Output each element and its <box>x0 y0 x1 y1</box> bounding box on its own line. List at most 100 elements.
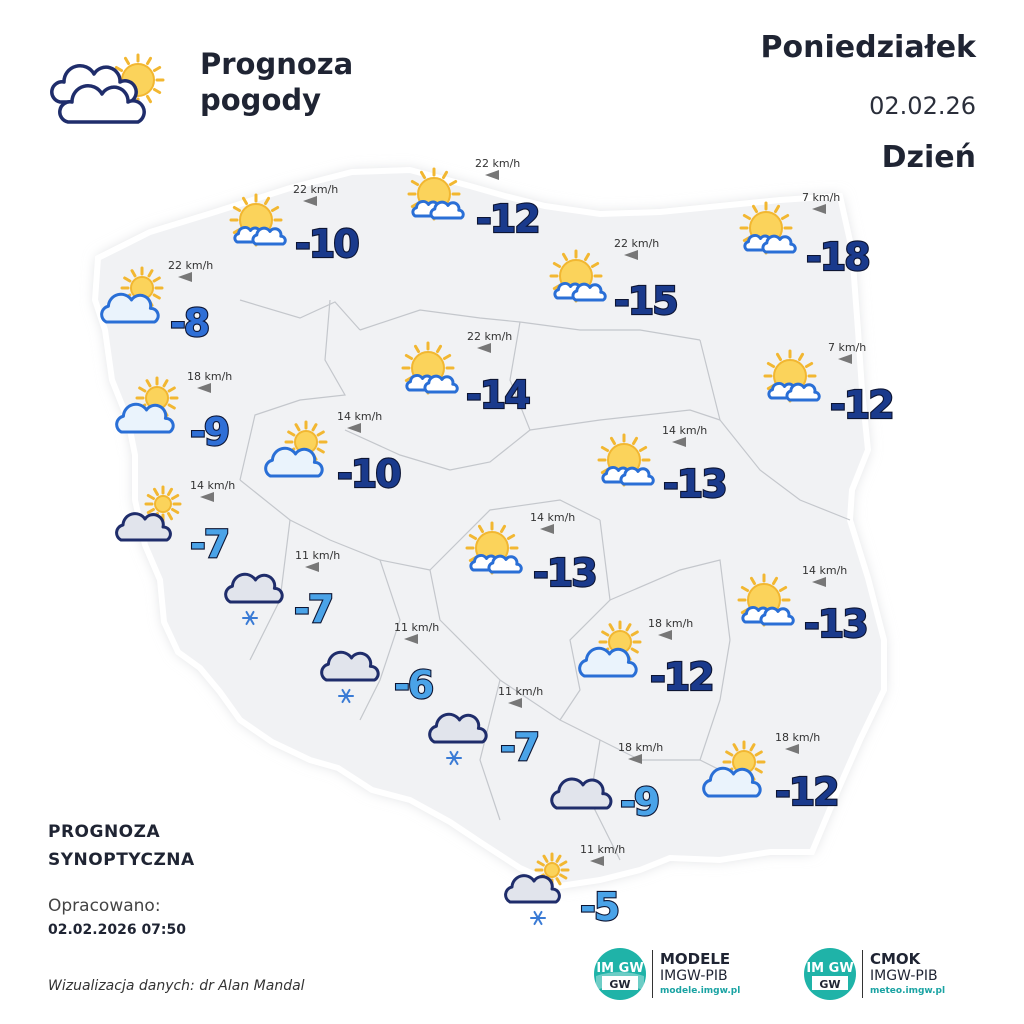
logo-name: MODELE <box>660 950 731 968</box>
station-bydgoszcz: 22 km/h -14 <box>401 330 532 418</box>
wind-arrow-icon <box>178 272 192 282</box>
temperature-label: -5 <box>580 885 618 929</box>
modele-logo[interactable]: IM GW GW MODELE IMGW-PIB modele.imgw.pl <box>592 946 792 1006</box>
snow-cloud-icon <box>428 712 488 766</box>
wind-speed-label: 22 km/h <box>475 157 520 170</box>
cloud-sun-icon <box>115 376 179 434</box>
wind-arrow-icon <box>508 698 522 708</box>
logo-url[interactable]: modele.imgw.pl <box>660 986 741 996</box>
wind-arrow-icon <box>658 630 672 640</box>
temperature-label: -10 <box>295 222 358 266</box>
sun-cloud-icon <box>465 521 523 575</box>
temperature-label: -7 <box>294 587 332 631</box>
wind-arrow-icon <box>812 204 826 214</box>
overcast-icon <box>550 777 613 810</box>
cloud-sun-icon <box>702 740 766 798</box>
wind-arrow-icon <box>672 437 686 447</box>
temperature-label: -6 <box>394 663 433 707</box>
station-zakopane: 11 km/h -5 <box>504 843 625 930</box>
prepared-datetime: 02.02.2026 07:50 <box>48 922 187 938</box>
wind-speed-label: 22 km/h <box>467 330 512 343</box>
logo-separator <box>862 950 863 998</box>
logo-url[interactable]: meteo.imgw.pl <box>870 986 946 996</box>
overcast-sun-icon <box>115 485 182 542</box>
forecast-day: Poniedziałek <box>760 30 976 65</box>
station-lublin: 14 km/h -13 <box>737 564 870 647</box>
wind-arrow-icon <box>347 423 361 433</box>
wind-arrow-icon <box>477 343 491 353</box>
forecast-type-line-2: SYNOPTYCZNA <box>48 850 195 870</box>
temperature-label: -9 <box>190 410 229 454</box>
forecast-type-line-1: PROGNOZA <box>48 822 161 842</box>
station-opole: 11 km/h -6 <box>320 621 439 708</box>
imgw-badge-icon: IM GW GW <box>804 948 856 1000</box>
station-kraków: 18 km/h -9 <box>550 741 663 825</box>
station-rzeszów: 18 km/h -12 <box>702 731 841 815</box>
wind-arrow-icon <box>200 492 214 502</box>
forecast-type: PROGNOZA SYNOPTYCZNA <box>48 818 195 874</box>
part-of-day: Dzień <box>881 140 976 175</box>
station-suwałki: 7 km/h -18 <box>739 191 872 280</box>
station-gorzów: 18 km/h -9 <box>115 370 232 455</box>
wind-arrow-icon <box>838 354 852 364</box>
wind-speed-label: 22 km/h <box>293 183 338 196</box>
sun-cloud-icon <box>401 341 459 395</box>
logo-sub: IMGW-PIB <box>870 968 938 984</box>
wind-speed-label: 11 km/h <box>295 549 340 562</box>
wind-speed-label: 18 km/h <box>648 617 693 630</box>
temperature-label: -14 <box>466 373 529 417</box>
wind-speed-label: 14 km/h <box>662 424 707 437</box>
temperature-label: -13 <box>804 602 867 646</box>
station-gdańsk-coast: 22 km/h -12 <box>407 157 542 242</box>
sun-cloud-icon <box>597 433 655 487</box>
wind-arrow-icon <box>303 196 317 206</box>
station-łódź: 14 km/h -13 <box>465 511 599 596</box>
temperature-label: -8 <box>170 301 209 345</box>
sun-cloud-icon <box>229 193 287 247</box>
sun-cloud-icon <box>739 201 797 255</box>
wind-speed-label: 14 km/h <box>802 564 847 577</box>
wind-speed-label: 14 km/h <box>530 511 575 524</box>
temperature-label: -12 <box>650 655 713 699</box>
wind-arrow-icon <box>485 170 499 180</box>
wind-speed-label: 18 km/h <box>775 731 820 744</box>
svg-text:GW: GW <box>819 978 840 991</box>
temperature-label: -12 <box>476 197 539 241</box>
wind-speed-label: 7 km/h <box>802 191 840 204</box>
imgw-badge-icon: IM GW GW <box>594 948 646 1000</box>
wind-speed-label: 22 km/h <box>614 237 659 250</box>
station-koszalin: 22 km/h -10 <box>229 183 361 267</box>
page-title: Prognoza pogody <box>200 46 353 118</box>
logo-separator <box>652 950 653 998</box>
temperature-label: -13 <box>533 551 596 595</box>
station-szczecin: 22 km/h -8 <box>100 259 213 346</box>
wind-arrow-icon <box>197 383 211 393</box>
wind-speed-label: 18 km/h <box>618 741 663 754</box>
country-shape <box>91 166 887 890</box>
sun-cloud-icon <box>737 573 795 627</box>
wind-speed-label: 14 km/h <box>190 479 235 492</box>
forecast-date: 02.02.26 <box>869 92 976 120</box>
station-wrocław: 11 km/h -7 <box>224 549 340 632</box>
wind-speed-label: 11 km/h <box>498 685 543 698</box>
wind-arrow-icon <box>624 250 638 260</box>
station-poznań: 14 km/h -10 <box>264 410 403 497</box>
temperature-label: -10 <box>337 452 400 496</box>
wind-arrow-icon <box>305 562 319 572</box>
temperature-label: -15 <box>614 279 677 323</box>
wind-arrow-icon <box>404 634 418 644</box>
station-katowice: 11 km/h -7 <box>428 685 543 770</box>
badge-text-top: IM GW <box>806 961 853 976</box>
title-line-2: pogody <box>200 83 322 117</box>
svg-text:GW: GW <box>609 978 630 991</box>
logo-sub: IMGW-PIB <box>660 968 728 984</box>
cloud-sun-icon <box>578 620 642 678</box>
wind-speed-label: 22 km/h <box>168 259 213 272</box>
credit-text: Wizualizacja danych: dr Alan Mandal <box>48 978 305 994</box>
station-olsztyn: 22 km/h -15 <box>549 237 680 324</box>
temperature-label: -13 <box>663 462 726 506</box>
wind-speed-label: 7 km/h <box>828 341 866 354</box>
cmok-logo[interactable]: IM GW GW CMOK IMGW-PIB meteo.imgw.pl <box>802 946 1002 1006</box>
wind-speed-label: 18 km/h <box>187 370 232 383</box>
